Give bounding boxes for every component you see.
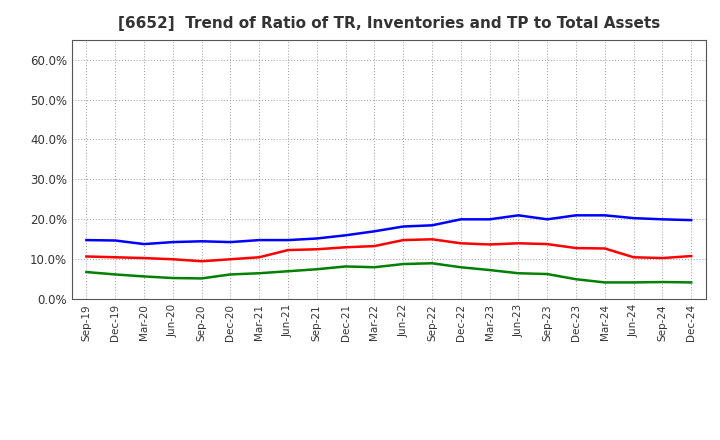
Inventories [312,236,321,241]
Inventories [197,238,206,244]
Inventories [600,213,609,218]
Trade Receivables [197,259,206,264]
Trade Payables [629,280,638,285]
Trade Payables [255,271,264,276]
Trade Receivables [456,241,465,246]
Trade Receivables [485,242,494,247]
Trade Payables [284,268,292,274]
Trade Receivables [572,246,580,251]
Trade Payables [543,271,552,277]
Trade Payables [168,275,177,281]
Trade Receivables [514,241,523,246]
Trade Payables [572,277,580,282]
Inventories [456,216,465,222]
Trade Receivables [600,246,609,251]
Inventories [168,239,177,245]
Trade Receivables [341,245,350,250]
Line: Trade Receivables: Trade Receivables [86,239,691,261]
Trade Payables [312,267,321,272]
Trade Payables [341,264,350,269]
Inventories [255,238,264,243]
Trade Receivables [82,254,91,259]
Inventories [370,229,379,234]
Trade Receivables [399,238,408,243]
Inventories [514,213,523,218]
Trade Payables [428,260,436,266]
Inventories [140,242,148,247]
Trade Payables [485,268,494,273]
Trade Payables [111,272,120,277]
Trade Payables [658,279,667,285]
Trade Receivables [629,255,638,260]
Trade Payables [456,264,465,270]
Trade Payables [140,274,148,279]
Trade Receivables [543,242,552,247]
Trade Payables [370,264,379,270]
Inventories [572,213,580,218]
Trade Receivables [226,257,235,262]
Trade Receivables [428,237,436,242]
Inventories [341,233,350,238]
Trade Receivables [255,255,264,260]
Trade Receivables [312,247,321,252]
Trade Receivables [687,253,696,259]
Inventories [111,238,120,243]
Trade Receivables [140,256,148,261]
Trade Payables [399,261,408,267]
Trade Payables [514,271,523,276]
Trade Payables [687,280,696,285]
Inventories [687,217,696,223]
Line: Trade Payables: Trade Payables [86,263,691,282]
Trade Payables [82,269,91,275]
Title: [6652]  Trend of Ratio of TR, Inventories and TP to Total Assets: [6652] Trend of Ratio of TR, Inventories… [117,16,660,32]
Trade Receivables [284,247,292,253]
Trade Receivables [658,256,667,261]
Inventories [284,238,292,243]
Inventories [543,216,552,222]
Inventories [485,216,494,222]
Inventories [226,239,235,245]
Inventories [399,224,408,229]
Inventories [428,223,436,228]
Line: Inventories: Inventories [86,215,691,244]
Trade Payables [226,272,235,277]
Trade Receivables [370,243,379,249]
Trade Payables [197,276,206,281]
Inventories [658,216,667,222]
Inventories [629,216,638,221]
Trade Receivables [168,257,177,262]
Trade Payables [600,280,609,285]
Inventories [82,238,91,243]
Trade Receivables [111,255,120,260]
